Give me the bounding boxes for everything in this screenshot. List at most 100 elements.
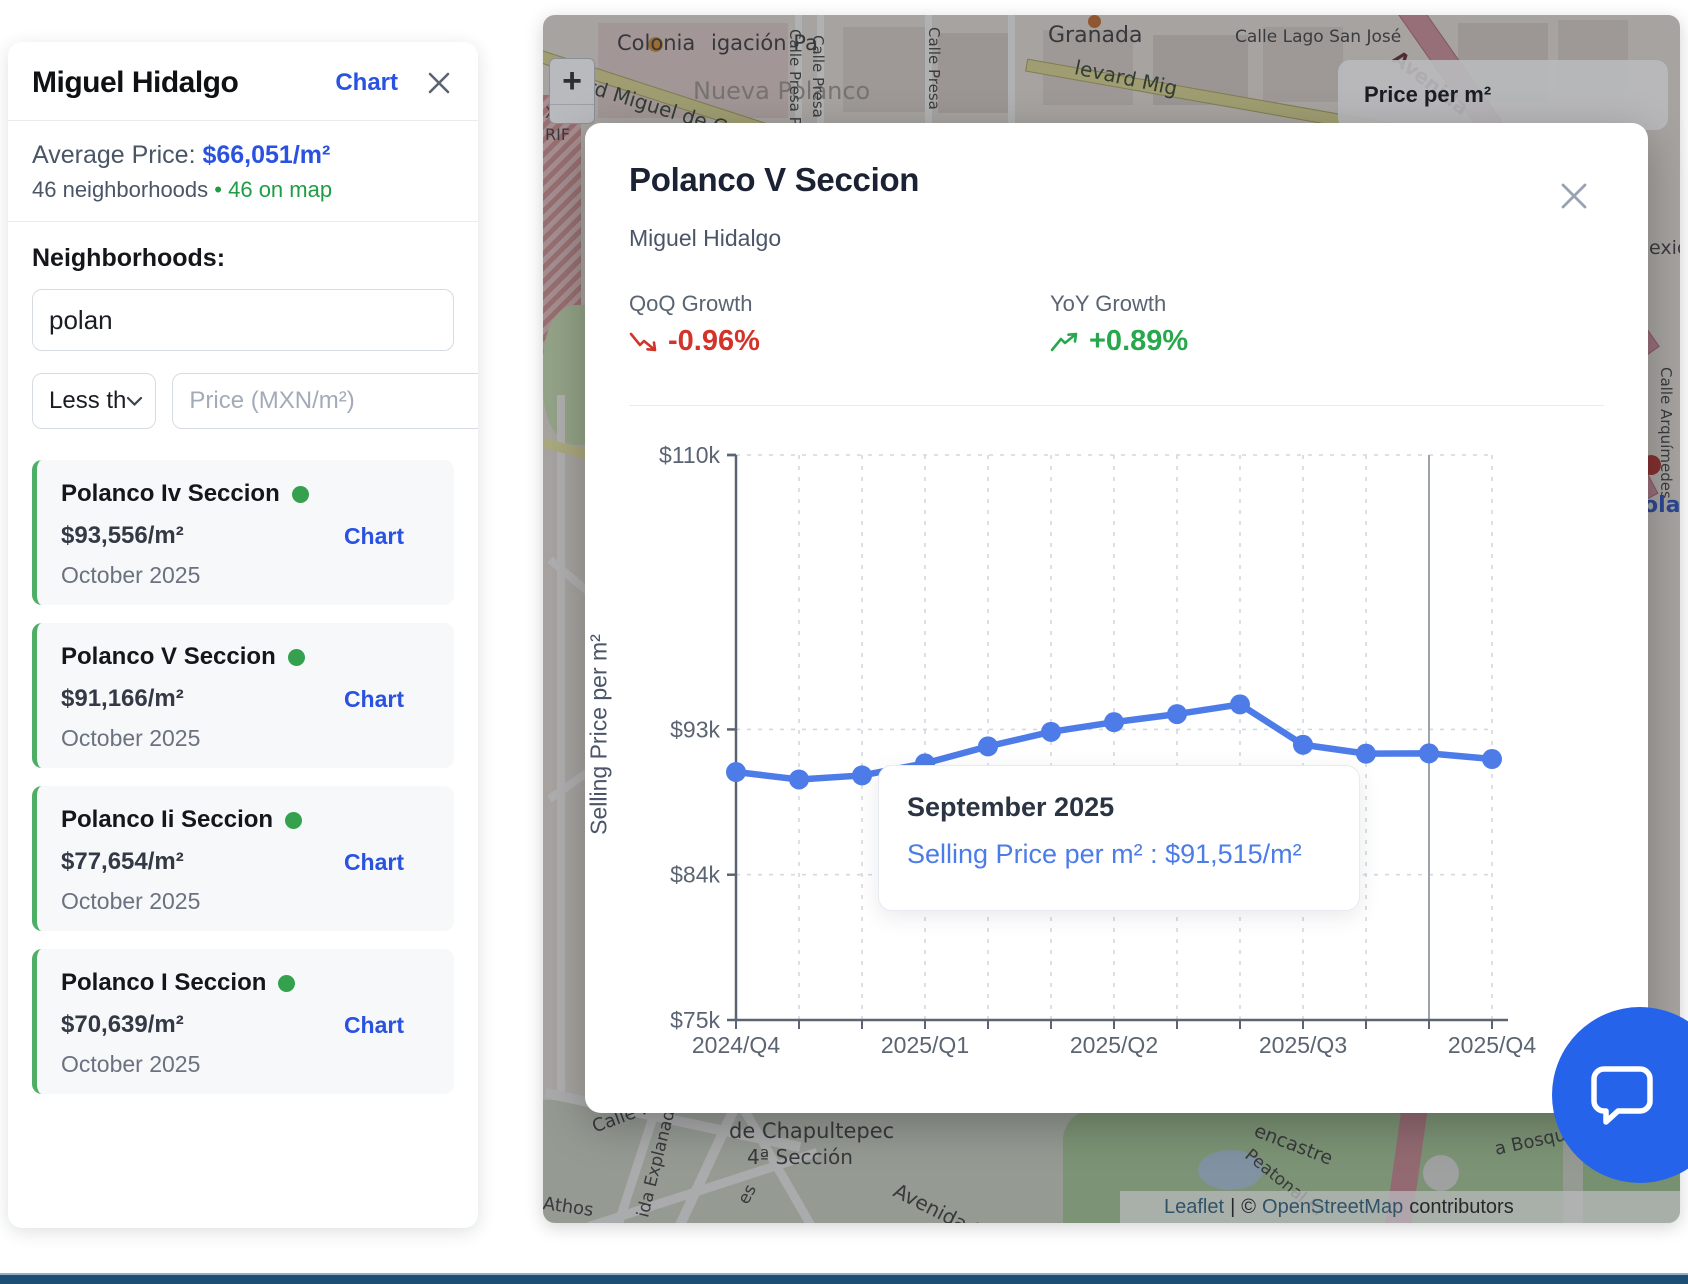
svg-text:$75k: $75k: [670, 1007, 720, 1033]
neighborhood-detail-modal: Polanco V Seccion Miguel Hidalgo QoQ Gro…: [585, 123, 1648, 1113]
average-price-value: $66,051/m²: [202, 141, 331, 169]
svg-text:2025/Q3: 2025/Q3: [1259, 1032, 1347, 1058]
list-item[interactable]: Polanco I Seccion $70,639/m² Chart Octob…: [32, 949, 454, 1094]
list-item[interactable]: Polanco V Seccion $91,166/m² Chart Octob…: [32, 623, 454, 768]
chevron-down-icon: [127, 396, 143, 406]
map-label: Calle Lago San José: [1235, 27, 1402, 47]
neighborhood-sidebar: Miguel Hidalgo Chart Average Price: $66,…: [8, 42, 478, 1228]
page-title: Miguel Hidalgo: [32, 66, 239, 99]
bottom-bar: [0, 1273, 1688, 1284]
map-label: exic: [1649, 237, 1680, 259]
yoy-growth-value: +0.89%: [1089, 325, 1189, 357]
zoom-control: +: [549, 58, 595, 124]
price-filter-input[interactable]: [172, 373, 478, 429]
average-price-line: Average Price: $66,051/m²: [32, 141, 454, 170]
neighborhood-date: October 2025: [61, 725, 201, 751]
trending-up-icon: [1050, 332, 1078, 351]
neighborhood-price: $70,639/m²: [61, 1011, 184, 1038]
attr-suffix: contributors: [1409, 1195, 1514, 1218]
neighborhood-name: Polanco V Seccion: [61, 643, 276, 670]
modal-subtitle: Miguel Hidalgo: [629, 225, 782, 251]
svg-text:2025/Q4: 2025/Q4: [1448, 1032, 1536, 1058]
svg-text:$110k: $110k: [659, 442, 720, 468]
neighborhood-price: $93,556/m²: [61, 522, 184, 549]
legend-label: Price per m²: [1364, 82, 1492, 107]
neighborhoods-heading: Neighborhoods:: [32, 244, 226, 272]
on-map-dot-icon: [278, 974, 296, 992]
qoq-growth-value: -0.96%: [668, 325, 760, 357]
map-label: de Chapultepec: [729, 1119, 895, 1143]
on-map-dot-icon: [285, 811, 303, 829]
svg-text:$93k: $93k: [670, 716, 720, 742]
svg-text:2025/Q2: 2025/Q2: [1070, 1032, 1158, 1058]
poi-dot-icon: [1088, 15, 1101, 28]
chart-tooltip: September 2025 Selling Price per m² : $9…: [878, 765, 1360, 911]
sidebar-chart-link[interactable]: Chart: [335, 69, 398, 96]
map-label: Calle Presa Pa: [786, 29, 804, 135]
neighborhood-price: $91,166/m²: [61, 685, 184, 712]
average-price-section: Average Price: $66,051/m² 46 neighborhoo…: [8, 121, 478, 222]
on-map-dot-icon: [291, 485, 309, 503]
filter-row: Less th: [32, 373, 478, 429]
neighborhood-count: 46 neighborhoods: [32, 177, 209, 202]
close-icon[interactable]: [1557, 179, 1591, 213]
neighborhood-chart-link[interactable]: Chart: [343, 848, 404, 875]
neighborhoods-section: Neighborhoods: Less th October 2025 Pola…: [8, 222, 478, 1228]
average-price-label: Average Price:: [32, 141, 203, 169]
zoom-in-button[interactable]: +: [550, 59, 594, 105]
trending-down-icon: [629, 332, 657, 351]
list-item[interactable]: Polanco Iv Seccion $93,556/m² Chart Octo…: [32, 460, 454, 605]
yoy-growth-label: YoY Growth: [1050, 291, 1167, 316]
neighborhood-name: Polanco Iv Seccion: [61, 480, 280, 507]
map-label: 4ª Sección: [747, 1145, 853, 1169]
poi-dot-icon: [648, 37, 663, 52]
on-map-count: 46 on map: [228, 177, 333, 202]
map-label: Calle Presa: [925, 27, 943, 110]
chat-bubble-icon: [1591, 1066, 1653, 1125]
neighborhood-date: October 2025: [61, 888, 201, 914]
neighborhood-name: Polanco Ii Seccion: [61, 806, 274, 833]
tooltip-value: Selling Price per m² : $91,515/m²: [907, 839, 1302, 869]
qoq-growth-label: QoQ Growth: [629, 291, 753, 316]
neighborhood-price: $77,654/m²: [61, 848, 184, 875]
map-label: Calle Presa la: [809, 35, 827, 136]
chat-button[interactable]: [1552, 1007, 1688, 1183]
on-map-dot-icon: [287, 648, 305, 666]
map-label: Colonia: [617, 31, 696, 55]
neighborhood-chart-link[interactable]: Chart: [343, 1011, 404, 1038]
neighborhood-chart-link[interactable]: Chart: [343, 685, 404, 712]
leaflet-link[interactable]: Leaflet: [1164, 1195, 1225, 1218]
map-label: RIF: [545, 125, 571, 144]
map-label: Calle Arquímedes: [1657, 367, 1675, 499]
qoq-growth-value-row: -0.96%: [629, 325, 760, 358]
svg-text:2024/Q4: 2024/Q4: [692, 1032, 780, 1058]
osm-link[interactable]: OpenStreetMap: [1262, 1195, 1404, 1218]
neighborhood-date: October 2025: [61, 1051, 201, 1077]
svg-text:2025/Q1: 2025/Q1: [881, 1032, 969, 1058]
map-label: igación Pa: [711, 31, 818, 55]
map-label: Nueva Polanco: [693, 77, 871, 105]
counts-line: 46 neighborhoods • 46 on map: [32, 177, 454, 203]
list-item[interactable]: Polanco Ii Seccion $77,654/m² Chart Octo…: [32, 786, 454, 931]
neighborhood-date: October 2025: [61, 562, 201, 588]
attr-copyright: ©: [1241, 1195, 1257, 1218]
map-legend: Price per m²: [1338, 60, 1668, 130]
price-operator-select[interactable]: Less th: [32, 373, 157, 429]
sidebar-header: Miguel Hidalgo Chart: [8, 42, 478, 121]
neighborhood-search-input[interactable]: [32, 289, 454, 351]
divider: [629, 405, 1604, 406]
price-operator-value: Less th: [49, 387, 127, 414]
neighborhood-list[interactable]: October 2025 Polanco Iv Seccion $93,556/…: [32, 453, 454, 1215]
map-label: olan: [1643, 493, 1680, 518]
neighborhood-chart-link[interactable]: Chart: [343, 522, 404, 549]
dot-separator: •: [214, 177, 222, 202]
attr-separator: |: [1230, 1195, 1236, 1218]
tooltip-title: September 2025: [907, 792, 1115, 822]
close-icon[interactable]: [426, 69, 454, 97]
map-label: Granada: [1048, 23, 1143, 48]
modal-title: Polanco V Seccion: [629, 161, 920, 198]
svg-text:$84k: $84k: [670, 862, 720, 888]
yoy-growth-value-row: +0.89%: [1050, 325, 1188, 358]
neighborhood-name: Polanco I Seccion: [61, 969, 267, 996]
